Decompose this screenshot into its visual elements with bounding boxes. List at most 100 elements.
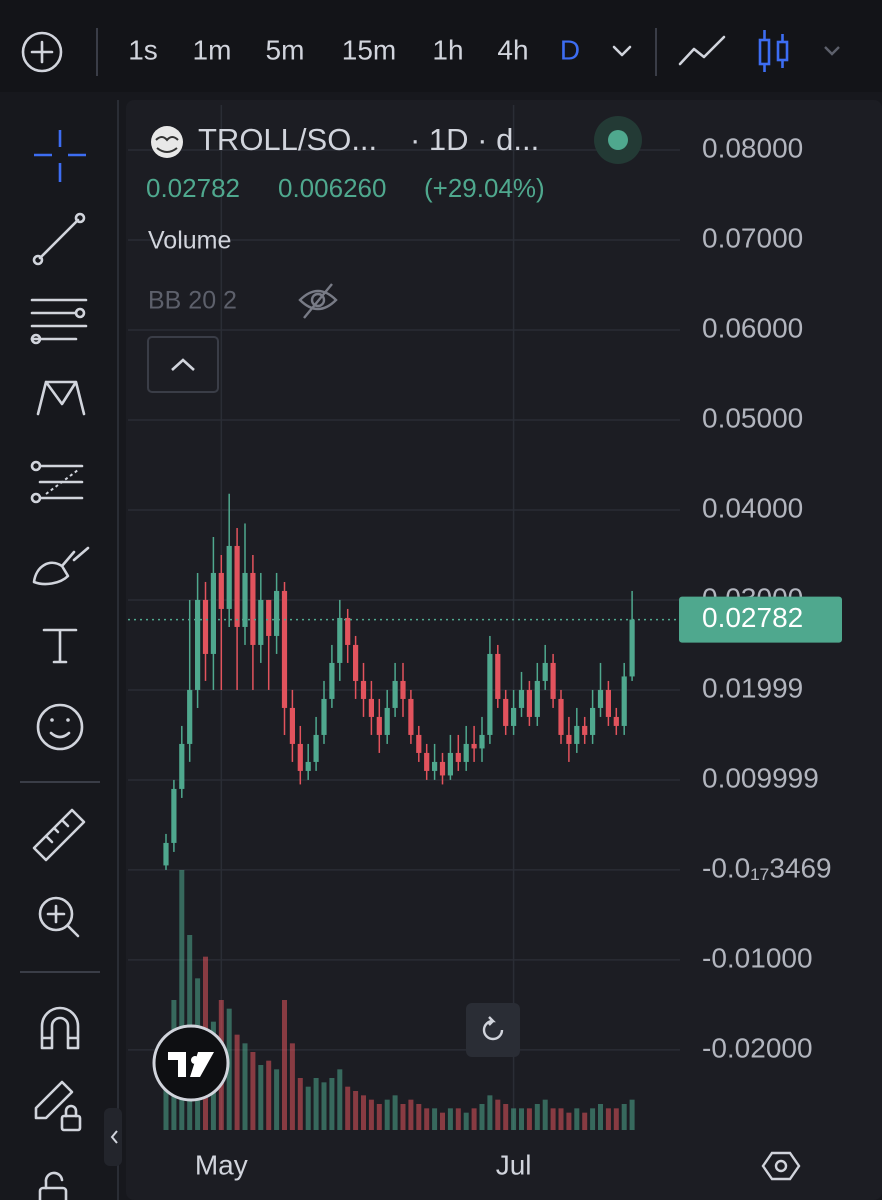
text-tool[interactable] <box>42 628 78 664</box>
interval-button[interactable]: 15m <box>342 34 396 65</box>
price-axis: 0.080000.070000.060000.050000.040000.030… <box>128 132 842 1180</box>
settings-button[interactable] <box>761 1151 801 1181</box>
indicator-volume[interactable]: Volume <box>148 227 231 255</box>
candle-body <box>250 572 256 645</box>
candle-body <box>518 689 525 708</box>
volume-bar <box>313 1078 319 1130</box>
candle-body <box>195 599 201 690</box>
symbol-name[interactable]: TROLL/SO... <box>198 122 377 157</box>
zoom-tool[interactable] <box>38 896 80 938</box>
volume-bar <box>495 1099 501 1130</box>
lock-drawings-tool[interactable] <box>34 1080 82 1132</box>
candle-body <box>439 761 446 776</box>
volume-bar <box>376 1104 382 1130</box>
ruler-tool[interactable] <box>32 808 86 862</box>
y-tick-label: 0.07000 <box>702 222 803 253</box>
volume-bar <box>613 1108 619 1130</box>
indicator-bb[interactable]: BB 20 2 <box>148 287 237 315</box>
candle-body <box>534 680 540 717</box>
collapse-toolbar-button[interactable] <box>104 1108 122 1166</box>
candle-body <box>210 572 216 654</box>
candle-body <box>455 752 461 762</box>
volume-bar <box>582 1112 588 1130</box>
crosshair-tool[interactable] <box>34 130 86 182</box>
brush-tool[interactable] <box>32 546 90 586</box>
volume-bar <box>629 1099 635 1130</box>
volume-bar <box>289 1043 295 1130</box>
candle-body <box>281 590 288 708</box>
volume-bar <box>400 1104 406 1130</box>
interval-button[interactable]: 1h <box>432 34 463 65</box>
candle-body <box>376 716 382 735</box>
candle-body <box>329 662 335 699</box>
volume-bar <box>605 1108 611 1130</box>
candle-chart-button[interactable] <box>758 30 789 72</box>
volume-bar <box>542 1099 548 1130</box>
volume-bar <box>337 1069 343 1130</box>
volume-bar <box>392 1095 398 1130</box>
candle-body <box>305 761 311 771</box>
volume-bar <box>361 1095 366 1130</box>
unlock-tool[interactable] <box>38 1171 68 1200</box>
candle-body <box>218 572 224 609</box>
candle-body <box>392 680 398 708</box>
line-chart-button[interactable] <box>678 35 726 66</box>
chart-type-dropdown[interactable] <box>824 46 840 56</box>
interval-button[interactable]: 4h <box>497 34 528 65</box>
volume-bar <box>621 1104 627 1130</box>
interval-button[interactable]: 1m <box>193 34 232 65</box>
volume-bar <box>590 1108 596 1130</box>
reset-view-button[interactable] <box>466 1003 520 1057</box>
x-tick-label: Jul <box>496 1149 532 1180</box>
pattern-tool[interactable] <box>36 380 86 416</box>
interval-button[interactable]: 5m <box>266 34 305 65</box>
volume-bar <box>258 1065 264 1130</box>
volume-bar <box>566 1112 572 1130</box>
candle-body <box>163 842 169 866</box>
candle-body <box>416 734 422 753</box>
candle-body <box>171 788 177 843</box>
interval-dropdown[interactable] <box>612 45 632 57</box>
volume-bar <box>416 1104 422 1130</box>
volume-bar <box>463 1112 469 1130</box>
hide-indicator-button[interactable] <box>298 283 338 319</box>
candle-body <box>258 599 264 645</box>
y-tick-label: 0.06000 <box>702 312 803 343</box>
tradingview-logo[interactable] <box>152 1024 230 1102</box>
y-tick-label: 0.01999 <box>702 672 803 703</box>
y-tick-label: 0.009999 <box>702 762 819 793</box>
candle-body <box>597 689 604 708</box>
emoji-tool[interactable] <box>36 703 84 751</box>
interval-label: · 1D · d... <box>410 122 539 157</box>
collapse-legend-button[interactable] <box>147 336 219 393</box>
y-tick-label: 0.04000 <box>702 492 803 523</box>
candle-body <box>471 743 477 749</box>
y-tick-label: -0.0₁₇3469 <box>702 852 832 883</box>
volume-bar <box>526 1108 532 1130</box>
volume-bar <box>432 1108 438 1130</box>
parallel-lines-tool[interactable] <box>30 298 88 345</box>
candle-body <box>353 644 359 681</box>
fib-tool[interactable] <box>30 460 84 504</box>
volume-bar <box>519 1108 524 1130</box>
volume-bar <box>305 1086 311 1130</box>
interval-list: 1s 1m 5m 15m 1h 4h D <box>128 34 580 65</box>
candle-body <box>368 698 374 717</box>
candle-body <box>495 653 501 699</box>
interval-button[interactable]: D <box>560 34 580 65</box>
volume-bar <box>534 1104 540 1130</box>
candle-body <box>202 599 209 654</box>
y-tick-label: -0.01000 <box>702 942 813 973</box>
trend-line-tool[interactable] <box>32 212 86 266</box>
volume-bar <box>487 1095 493 1130</box>
candle-body <box>629 619 635 677</box>
volume-bar <box>242 1043 248 1130</box>
drawing-toolbar <box>20 130 100 1200</box>
interval-button[interactable]: 1s <box>128 34 158 65</box>
candle-body <box>400 680 406 699</box>
magnet-tool[interactable] <box>40 1006 80 1050</box>
market-status[interactable] <box>608 130 628 150</box>
volume-bar <box>163 1086 169 1130</box>
volume-bar <box>455 1108 461 1130</box>
add-button[interactable] <box>21 31 63 73</box>
